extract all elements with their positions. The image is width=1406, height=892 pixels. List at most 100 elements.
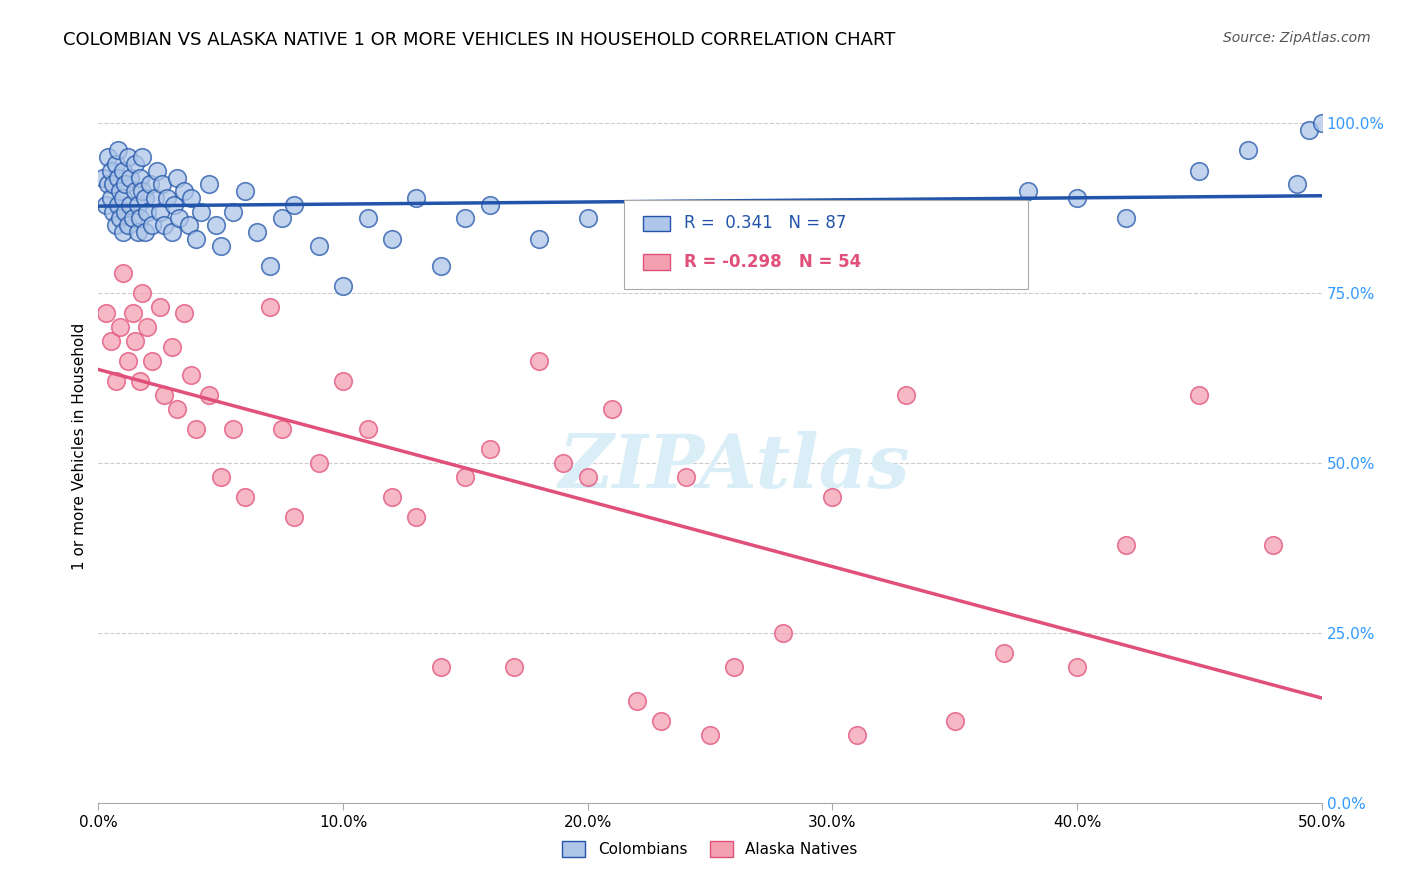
Point bbox=[723, 225, 745, 239]
Point bbox=[111, 163, 134, 178]
Point bbox=[97, 178, 120, 192]
Point bbox=[332, 375, 354, 389]
Point bbox=[553, 456, 575, 470]
Point bbox=[1017, 184, 1039, 198]
Point bbox=[120, 170, 142, 185]
Point bbox=[527, 354, 550, 368]
Point bbox=[110, 211, 132, 226]
Point bbox=[129, 170, 152, 185]
Point bbox=[91, 170, 114, 185]
Point bbox=[405, 510, 427, 524]
Point bbox=[141, 354, 163, 368]
Text: Source: ZipAtlas.com: Source: ZipAtlas.com bbox=[1223, 31, 1371, 45]
Point bbox=[270, 422, 294, 436]
Point bbox=[308, 238, 330, 252]
Text: R = -0.298   N = 54: R = -0.298 N = 54 bbox=[685, 253, 862, 271]
Point bbox=[209, 238, 232, 252]
Point bbox=[381, 232, 404, 246]
Point bbox=[197, 388, 219, 402]
Point bbox=[173, 184, 195, 198]
Point bbox=[626, 252, 648, 266]
Point bbox=[1115, 211, 1137, 226]
Point bbox=[110, 184, 132, 198]
Point bbox=[967, 204, 990, 219]
Point bbox=[94, 198, 117, 212]
Point bbox=[283, 198, 305, 212]
Point bbox=[259, 300, 281, 314]
Point bbox=[454, 211, 477, 226]
Point bbox=[150, 178, 173, 192]
Point bbox=[270, 211, 294, 226]
Point bbox=[180, 191, 202, 205]
Point bbox=[1237, 144, 1260, 158]
Point bbox=[233, 184, 256, 198]
Point bbox=[104, 218, 127, 232]
Y-axis label: 1 or more Vehicles in Household: 1 or more Vehicles in Household bbox=[72, 322, 87, 570]
Text: ZIPAtlas: ZIPAtlas bbox=[558, 431, 910, 504]
Point bbox=[129, 211, 152, 226]
Point bbox=[100, 163, 122, 178]
Point bbox=[675, 204, 697, 219]
Point bbox=[454, 469, 477, 483]
Point bbox=[186, 232, 208, 246]
Point bbox=[146, 163, 169, 178]
Point bbox=[114, 178, 136, 192]
Point bbox=[246, 225, 269, 239]
Point bbox=[117, 218, 139, 232]
Point bbox=[97, 150, 120, 164]
Point bbox=[100, 191, 122, 205]
Point bbox=[177, 218, 200, 232]
Point bbox=[166, 170, 188, 185]
Point bbox=[153, 388, 176, 402]
Point bbox=[576, 211, 599, 226]
Text: R =  0.341   N = 87: R = 0.341 N = 87 bbox=[685, 214, 846, 232]
Point bbox=[1298, 123, 1320, 137]
FancyBboxPatch shape bbox=[643, 216, 669, 231]
Point bbox=[233, 490, 256, 504]
Point bbox=[124, 184, 146, 198]
Point bbox=[186, 422, 208, 436]
Point bbox=[356, 422, 378, 436]
Point bbox=[1188, 163, 1211, 178]
Point bbox=[173, 306, 195, 320]
Point bbox=[156, 191, 179, 205]
Point bbox=[149, 204, 172, 219]
Point bbox=[136, 320, 159, 334]
Point bbox=[1066, 660, 1088, 674]
Point bbox=[136, 204, 159, 219]
Point bbox=[894, 388, 917, 402]
Point bbox=[107, 144, 129, 158]
Point bbox=[114, 204, 136, 219]
Point bbox=[675, 469, 697, 483]
Point bbox=[121, 211, 143, 226]
Point bbox=[332, 279, 354, 293]
Legend: Colombians, Alaska Natives: Colombians, Alaska Natives bbox=[557, 835, 863, 863]
Point bbox=[120, 198, 142, 212]
Point bbox=[723, 660, 745, 674]
Text: COLOMBIAN VS ALASKA NATIVE 1 OR MORE VEHICLES IN HOUSEHOLD CORRELATION CHART: COLOMBIAN VS ALASKA NATIVE 1 OR MORE VEH… bbox=[63, 31, 896, 49]
Point bbox=[110, 320, 132, 334]
Point bbox=[141, 218, 163, 232]
Point bbox=[356, 211, 378, 226]
Point bbox=[166, 401, 188, 416]
Point bbox=[180, 368, 202, 382]
Point bbox=[131, 150, 153, 164]
Point bbox=[503, 660, 526, 674]
Point bbox=[107, 198, 129, 212]
Point bbox=[993, 646, 1015, 660]
Point bbox=[222, 204, 245, 219]
Point bbox=[127, 198, 149, 212]
Point bbox=[129, 375, 152, 389]
Point bbox=[190, 204, 212, 219]
Point bbox=[139, 178, 162, 192]
Point bbox=[650, 714, 672, 729]
Point bbox=[1188, 388, 1211, 402]
Point bbox=[104, 375, 127, 389]
Point bbox=[430, 259, 453, 273]
Point bbox=[626, 694, 648, 708]
Point bbox=[845, 728, 868, 742]
Point bbox=[478, 198, 501, 212]
Point bbox=[100, 334, 122, 348]
Point bbox=[821, 490, 844, 504]
Point bbox=[160, 225, 183, 239]
